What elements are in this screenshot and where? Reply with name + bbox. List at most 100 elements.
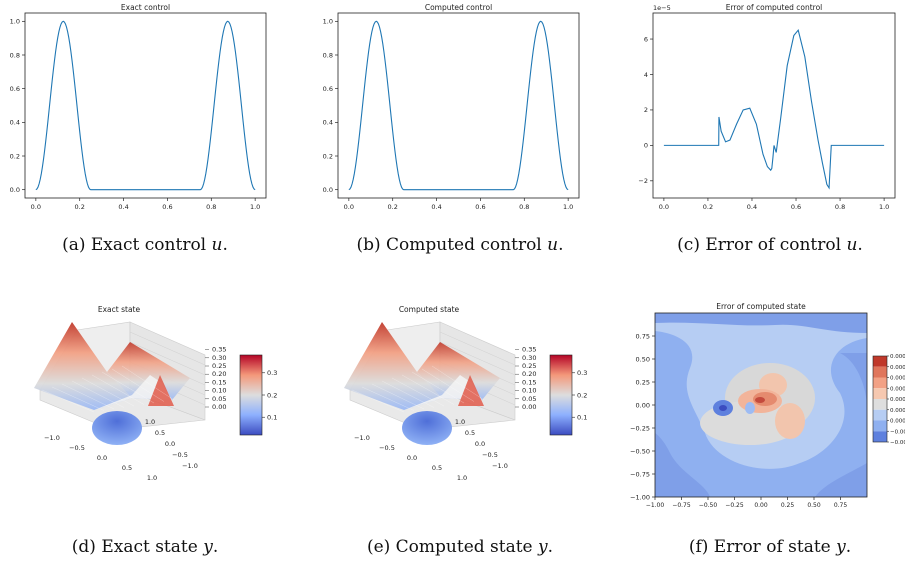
colorbar-tick-label: −0.000 [890,440,905,446]
x-tick-label: 0.8 [206,203,216,211]
caption-e: (e) Computed state y. [366,537,554,557]
caption-d: (d) Exact state y. [71,537,219,557]
mesh-line [111,368,165,402]
x-tick-label: 0.2 [388,203,398,211]
x-tick-label: 0.0 [97,454,107,462]
plot-frame [24,12,267,199]
x-tick-label: 0.6 [791,203,801,211]
surface-right-lobe [417,342,500,400]
y-offset-label: 1e−5 [653,4,671,12]
y-tick-label: 0.50 [636,355,650,363]
mesh-line [381,380,435,408]
series-line [348,20,569,191]
mesh-line [51,386,105,411]
contour-level [745,402,755,414]
x-tick-label: 0.5 [432,464,442,472]
colorbar-tick-label: −0.000 [890,429,905,435]
x-tick-label: 0.50 [807,502,821,509]
contour-level [655,433,710,497]
x-tick-label: 0.0 [407,454,417,462]
y-tick-label: 0.6 [10,85,20,93]
colorbar-band [873,377,887,389]
surface-left-lobe [344,322,442,410]
x-tick-label: −0.25 [725,502,744,509]
colorbar-band [873,356,887,367]
z-tick-label: 0.20 [522,370,536,378]
y-tick-label: 0.8 [323,51,333,59]
y-tick-label: 0.0 [323,186,333,194]
y-tick-label: 0.00 [636,401,650,409]
contour-level [655,313,867,333]
z-tick-label: 0.30 [212,354,226,362]
z-tick-label: 0.10 [212,387,226,395]
y-tick-label: 0.0 [10,186,20,194]
y-tick-label: −0.50 [630,447,650,455]
mesh-line [431,365,485,401]
x-tick-label: 0.4 [747,203,757,211]
chart-title: Computed state [399,305,460,314]
y-tick-label: 0.6 [323,85,333,93]
colorbar-tick-label: 0.2 [267,391,277,399]
colorbar-tick-label: 0.0006 [890,354,905,360]
y-tick-label: −1.00 [630,493,650,501]
z-tick-label: 0.25 [212,362,226,370]
x-tick-label: 0.4 [118,203,128,211]
caption-f: (f) Error of state y. [688,537,852,557]
mesh-line [371,383,425,410]
y-tick-label: −0.75 [630,470,650,478]
x-tick-label: −0.5 [69,444,85,452]
y-tick-label: −1.0 [492,462,508,470]
series-line [35,20,256,191]
y-tick-label: 0.0 [475,440,485,448]
x-tick-label: 0.2 [75,203,85,211]
mesh-line [61,383,115,410]
z-tick-label: 0.10 [522,387,536,395]
surface-front-peak [458,375,484,406]
surface-front-peak [148,375,174,406]
surface-chart-2: Computed state−1.0−0.50.00.51.0−1.0−0.50… [344,305,587,482]
line-chart-1: Exact control 0.0 0.2 0.4 0.6 0.8 1.0 0.0 0.2 0.4… [10,3,267,211]
colorbar-tick-label: 0.1 [577,414,587,422]
y-tick-label: 0.2 [10,152,20,160]
z-tick-label: 0.25 [522,362,536,370]
x-tick-label: 0.0 [31,203,41,211]
x-tick-label: 1.0 [250,203,260,211]
mesh-line [71,380,125,408]
grid-line [129,341,206,376]
mesh-line [401,374,455,405]
plot-frame [337,12,580,199]
x-tick-label: 0.5 [122,464,132,472]
colorbar-tick-label: 0.3 [577,369,587,377]
z-tick-label: 0.35 [212,346,226,354]
grid-line [439,341,516,376]
colorbar-tick-label: 0.0004 [890,376,905,382]
y-tick-label: −0.5 [482,451,498,459]
x-tick-label: 1.0 [879,203,889,211]
mesh-line [391,377,445,407]
y-tick-label: −1.0 [182,462,198,470]
y-tick-label: 0.4 [323,119,333,127]
z-tick-label: 0.05 [212,395,226,403]
y-tick-label: 0 [644,142,648,150]
mesh-line [361,386,415,411]
mesh-line [41,389,95,413]
contour-level [719,405,727,411]
colorbar-tick-label: 0.0005 [890,365,905,371]
colorbar-band [873,420,887,432]
grid-line [439,331,516,366]
y-tick-label: 6 [644,35,648,43]
x-tick-label: −1.0 [44,434,60,442]
heatmap-area [655,313,867,497]
series-line [663,29,885,190]
surface-left-lobe [34,322,132,410]
y-tick-label: −0.25 [630,424,650,432]
x-tick-label: 0.75 [834,502,848,509]
y-tick-label: 1.0 [455,418,465,426]
mesh-line [91,374,145,405]
x-tick-label: 0.8 [835,203,845,211]
grid-line [129,331,206,366]
surface-chart-1: Exact state−1.0−0.50.00.51.0−1.0−0.50.00… [34,305,277,482]
x-tick-label: 0.25 [781,502,795,509]
colorbar-tick-label: 0.2 [577,391,587,399]
